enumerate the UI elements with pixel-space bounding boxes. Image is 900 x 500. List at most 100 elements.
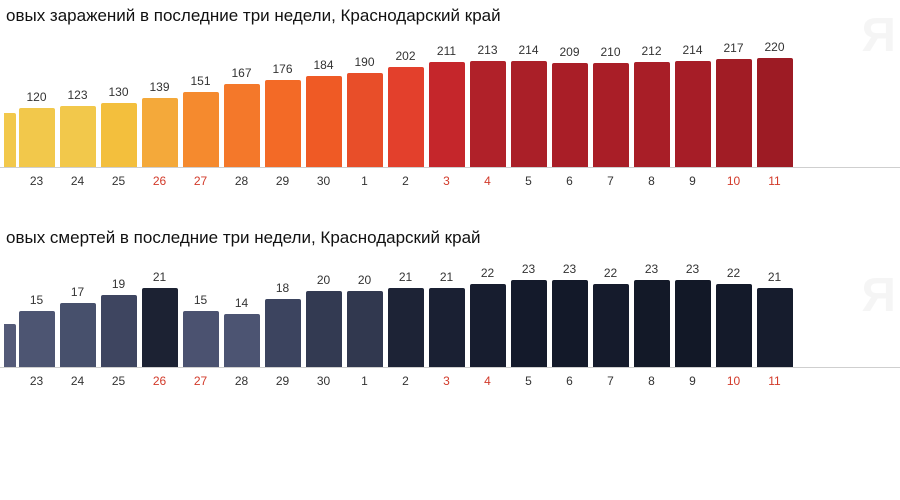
x-axis-label: 29 [262, 174, 303, 188]
infections-title: овых заражений в последние три недели, К… [0, 0, 900, 36]
bar-col: 202 [385, 49, 426, 168]
deaths-xaxis: 23242526272829301234567891011 [0, 368, 900, 388]
bar-col: 20 [303, 273, 344, 368]
x-axis-label: 28 [221, 374, 262, 388]
bar [552, 280, 588, 368]
bar-value-label: 23 [563, 262, 576, 276]
bar [388, 288, 424, 368]
bar-col: 139 [139, 80, 180, 168]
bar [19, 311, 55, 368]
infections-plot: 1201231301391511671761841902022112132142… [0, 36, 900, 168]
bar-value-label: 176 [272, 62, 292, 76]
x-axis-label: 7 [590, 374, 631, 388]
x-axis-label: 25 [98, 374, 139, 388]
infections-bars: 1201231301391511671761841902022112132142… [0, 36, 900, 168]
bar [593, 284, 629, 368]
bar [265, 299, 301, 368]
x-axis-label: 24 [57, 174, 98, 188]
bar-col: 14 [221, 296, 262, 368]
bar-value-label: 210 [600, 45, 620, 59]
bar-value-label: 22 [604, 266, 617, 280]
x-axis-label: 5 [508, 174, 549, 188]
bar-value-label: 15 [30, 293, 43, 307]
bar-value-label: 209 [559, 45, 579, 59]
bar [60, 303, 96, 368]
bar [183, 311, 219, 368]
bar-value-label: 21 [399, 270, 412, 284]
bar-value-label: 211 [437, 44, 456, 58]
infections-baseline [0, 167, 900, 168]
bar [4, 324, 16, 368]
bar-value-label: 17 [71, 285, 84, 299]
bar-col: 22 [467, 266, 508, 368]
bar-value-label: 151 [190, 74, 210, 88]
bar [716, 284, 752, 368]
bar-value-label: 184 [313, 58, 333, 72]
bar-col: 130 [98, 85, 139, 168]
bar-col: 211 [426, 44, 467, 168]
bar-col: 21 [754, 270, 795, 368]
bar [4, 113, 16, 168]
bar-col: 212 [631, 44, 672, 168]
bar-value-label: 214 [682, 43, 702, 57]
bar-value-label: 18 [276, 281, 289, 295]
bar-col: 19 [98, 277, 139, 368]
bar-col: 15 [180, 293, 221, 368]
bar [511, 280, 547, 368]
bar-col: 20 [344, 273, 385, 368]
bar-value-label: 120 [26, 90, 46, 104]
x-axis-label: 2 [385, 174, 426, 188]
bar-value-label: 20 [317, 273, 330, 287]
bar-value-label: 217 [723, 41, 743, 55]
x-axis-label: 1 [344, 374, 385, 388]
bar-col [4, 109, 16, 168]
bar-value-label: 21 [440, 270, 453, 284]
deaths-plot: 15171921151418202021212223232223232221 [0, 258, 900, 368]
bar-col: 18 [262, 281, 303, 368]
bar [634, 62, 670, 168]
x-axis-label: 30 [303, 374, 344, 388]
bar-col: 23 [549, 262, 590, 368]
bar [757, 58, 793, 168]
deaths-bars: 15171921151418202021212223232223232221 [0, 258, 900, 368]
bar-value-label: 130 [108, 85, 128, 99]
bar-col: 21 [385, 270, 426, 368]
x-axis-label: 4 [467, 374, 508, 388]
bar [470, 61, 506, 168]
bar-value-label: 139 [149, 80, 169, 94]
x-axis-label: 7 [590, 174, 631, 188]
bar-value-label: 15 [194, 293, 207, 307]
bar [429, 62, 465, 168]
bar-col: 220 [754, 40, 795, 168]
x-axis-label: 30 [303, 174, 344, 188]
x-axis-label: 6 [549, 374, 590, 388]
bar-col: 123 [57, 88, 98, 168]
x-axis-label [4, 174, 16, 188]
bar-col: 214 [672, 43, 713, 168]
bar-col: 21 [139, 270, 180, 368]
bar-col: 15 [16, 293, 57, 368]
bar-col: 210 [590, 45, 631, 168]
infections-chart: овых заражений в последние три недели, К… [0, 0, 900, 188]
bar-value-label: 21 [768, 270, 781, 284]
bar-value-label: 214 [518, 43, 538, 57]
x-axis-label: 29 [262, 374, 303, 388]
bar-value-label: 21 [153, 270, 166, 284]
bar [675, 280, 711, 368]
bar-value-label: 22 [481, 266, 494, 280]
bar-value-label: 212 [641, 44, 661, 58]
x-axis-label: 3 [426, 174, 467, 188]
bar [429, 288, 465, 368]
bar-col: 22 [590, 266, 631, 368]
bar [224, 84, 260, 168]
bar [552, 63, 588, 168]
bar [470, 284, 506, 368]
bar [347, 291, 383, 368]
x-axis-label: 6 [549, 174, 590, 188]
bar-col: 23 [631, 262, 672, 368]
bar-value-label: 123 [67, 88, 87, 102]
bar [306, 291, 342, 368]
x-axis-label: 9 [672, 174, 713, 188]
bar-col: 21 [426, 270, 467, 368]
bar-col: 22 [713, 266, 754, 368]
